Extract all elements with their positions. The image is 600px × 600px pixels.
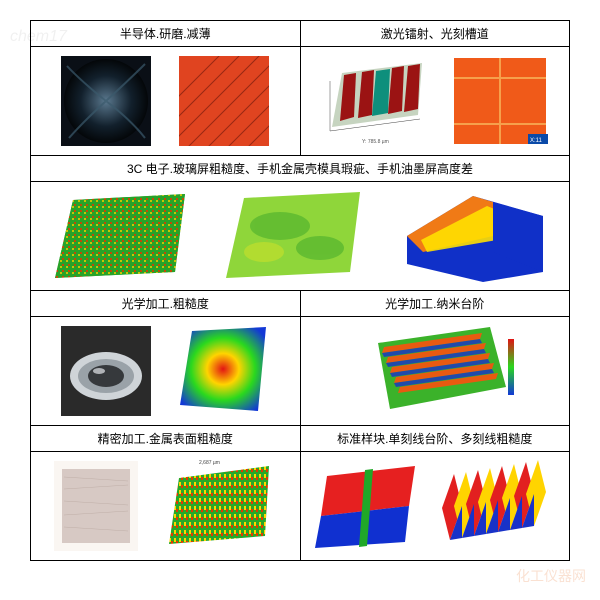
multi-ridge-icon [432,460,558,552]
wafer-icon [61,56,151,146]
radial-heatmap-icon [178,325,270,417]
header-standard: 标准样块.单刻线台阶、多刻线粗糙度 [300,426,570,452]
header-precision: 精密加工.金属表面粗糙度 [31,426,301,452]
single-slit-icon [311,460,423,552]
header-optical-nano: 光学加工.纳米台阶 [300,291,570,317]
svg-text:2,687 µm: 2,687 µm [199,460,220,466]
header-semiconductor: 半导体.研磨.减薄 [31,21,301,47]
figure-panel: chem17 半导体.研磨.减薄 激光镭射、光刻槽道 [0,0,600,600]
cell-precision: 2,687 µm [31,452,301,561]
roughness-yellowgreen-icon [220,186,370,286]
red-texture-icon [179,56,269,146]
cell-optical-nano [300,317,570,426]
cell-laser: Y: 785.8 µm X:11 [300,47,570,156]
roughness-green-red-icon [47,186,197,286]
watermark-bottom: 化工仪器网 [516,566,586,586]
header-optical-rough: 光学加工.粗糙度 [31,291,301,317]
metal-sample-icon [52,459,140,553]
cell-standard [300,452,570,561]
cell-optical-rough [31,317,301,426]
svg-text:X:11: X:11 [530,138,543,144]
step-rainbow-icon [393,186,553,286]
pattern-orange-icon: X:11 [452,56,548,146]
laser-chip-icon: Y: 785.8 µm [322,55,432,147]
lens-icon [61,326,151,416]
header-3c: 3C 电子.玻璃屏粗糙度、手机金属壳模具瑕疵、手机油墨屏高度差 [31,156,570,182]
cell-3c [31,182,570,291]
metal-3d-icon: 2,687 µm [159,458,279,554]
cell-semiconductor [31,47,301,156]
nano-step-3d-icon [350,321,520,421]
svg-text:Y: 785.8 µm: Y: 785.8 µm [362,139,389,145]
header-laser: 激光镭射、光刻槽道 [300,21,570,47]
sample-grid: 半导体.研磨.减薄 激光镭射、光刻槽道 [30,20,570,561]
